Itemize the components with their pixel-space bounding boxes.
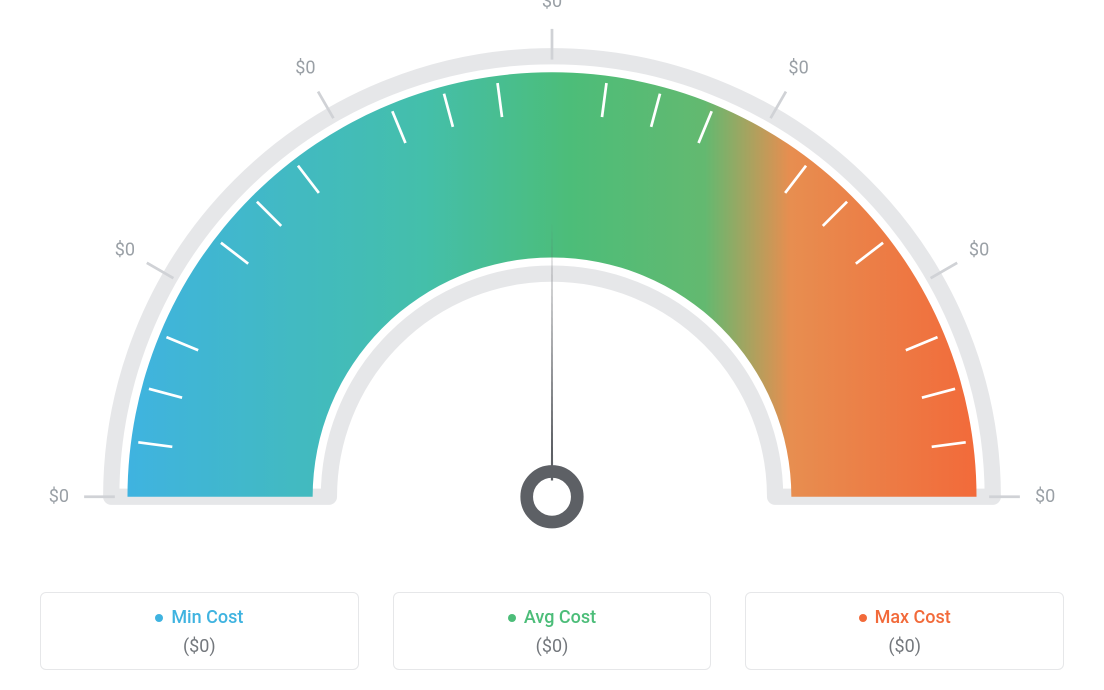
gauge-tick-label: $0 (49, 486, 69, 507)
legend-label-avg: Avg Cost (524, 607, 596, 628)
legend-value-avg: ($0) (394, 636, 711, 657)
legend-label-max: Max Cost (875, 607, 951, 628)
legend-head: Avg Cost (394, 607, 711, 628)
legend-card-max: Max Cost ($0) (745, 592, 1064, 670)
legend-card-min: Min Cost ($0) (40, 592, 359, 670)
legend-dot-avg (508, 614, 516, 622)
gauge-tick-label: $0 (542, 0, 562, 12)
gauge-tick-label: $0 (969, 240, 989, 261)
legend-row: Min Cost ($0) Avg Cost ($0) Max Cost ($0… (0, 592, 1104, 670)
legend-head: Min Cost (41, 607, 358, 628)
cost-gauge-chart: $0 $0 $0 $0 $0 $0 $0 (2, 0, 1102, 560)
legend-head: Max Cost (746, 607, 1063, 628)
legend-value-max: ($0) (746, 636, 1063, 657)
gauge-tick-label: $0 (1035, 486, 1055, 507)
gauge-svg: $0 $0 $0 $0 $0 $0 $0 (2, 0, 1102, 560)
gauge-tick-label: $0 (295, 57, 315, 78)
gauge-tick-label: $0 (115, 240, 135, 261)
legend-card-avg: Avg Cost ($0) (393, 592, 712, 670)
legend-dot-max (859, 614, 867, 622)
gauge-needle (551, 221, 553, 480)
legend-value-min: ($0) (41, 636, 358, 657)
legend-label-min: Min Cost (171, 607, 243, 628)
legend-dot-min (155, 614, 163, 622)
gauge-tick-label: $0 (788, 57, 808, 78)
